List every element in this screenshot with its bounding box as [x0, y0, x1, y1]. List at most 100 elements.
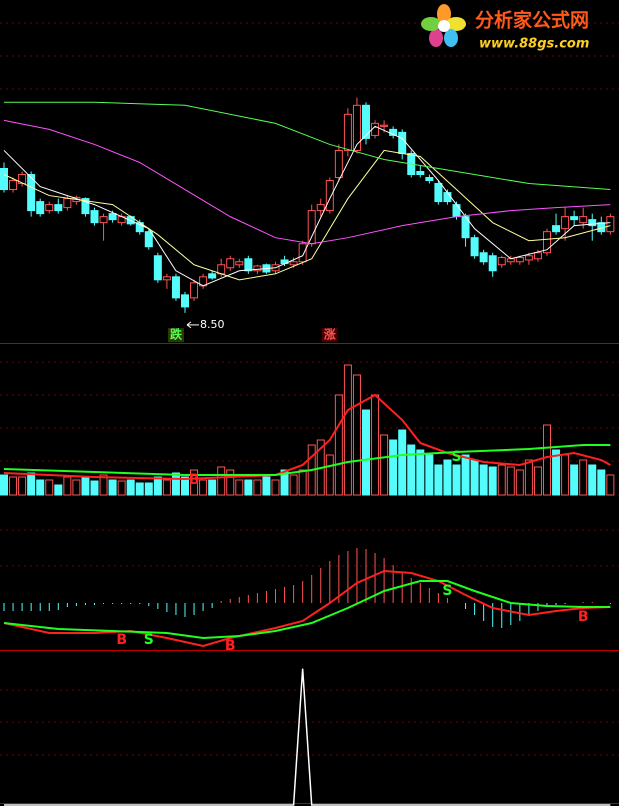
marker-label: 跌 [170, 327, 183, 342]
candle-body [54, 204, 63, 212]
candle-body [561, 216, 570, 230]
candle-body [63, 198, 72, 209]
volume-bar [199, 479, 208, 496]
candle-body [434, 183, 443, 203]
candle-body [226, 258, 235, 269]
candle-body [307, 210, 316, 245]
volume-bar [416, 449, 425, 496]
volume-bar [99, 474, 108, 496]
candle-body [99, 216, 108, 224]
volume-bar [280, 469, 289, 496]
candle-body [452, 204, 461, 218]
volume-bar [452, 464, 461, 496]
candle-body [488, 255, 497, 272]
marker-label: 涨 [324, 327, 336, 342]
volume-bar [36, 479, 45, 496]
volume-bar [552, 449, 561, 496]
volume-bar [371, 394, 380, 496]
candle-body [470, 237, 479, 257]
candle-body [425, 177, 434, 182]
petal [429, 29, 443, 47]
volume-bar [208, 479, 217, 496]
marker-label: B [116, 632, 127, 648]
marker-label: S [451, 449, 461, 465]
volume-bar [488, 466, 497, 496]
volume-bar [0, 474, 8, 496]
candle-body [289, 261, 298, 266]
volume-bar [543, 424, 551, 496]
candle-body [362, 104, 370, 139]
candle-body [9, 180, 18, 191]
candle-body [171, 276, 180, 299]
marker-label: S [442, 583, 452, 599]
candle-body [90, 210, 99, 224]
candle-body [334, 149, 343, 179]
candle-body [579, 216, 588, 224]
volume-bar [362, 409, 370, 496]
volume-bar [497, 464, 506, 496]
candle-body [443, 192, 452, 203]
candle-body [244, 258, 253, 272]
marker-bg [321, 328, 338, 343]
volume-bar [479, 464, 488, 496]
volume-bar [90, 480, 99, 496]
flower-center [438, 20, 450, 32]
candle-body [0, 167, 8, 191]
annotation-arrowhead [186, 321, 192, 329]
candle-body [217, 264, 226, 275]
candle-body [479, 252, 488, 263]
petal [421, 17, 441, 31]
volume-bar [81, 476, 90, 496]
volume-bar [425, 454, 434, 496]
candle-body [235, 261, 244, 266]
volume-bar [271, 479, 280, 496]
volume-bar [54, 484, 63, 496]
candle-body [45, 204, 54, 212]
candle-body [144, 231, 153, 248]
average-line [3, 119, 611, 245]
candle-body [343, 113, 352, 151]
volume-bar [334, 394, 343, 496]
average-line [3, 149, 611, 281]
volume-bar [461, 454, 470, 496]
average-line [3, 444, 611, 476]
volume-bar [524, 459, 533, 496]
marker-label: B [578, 609, 589, 625]
marker-bg [167, 328, 184, 343]
volume-bar [443, 459, 452, 496]
candle-body [398, 131, 407, 154]
candle-body [181, 294, 189, 308]
volume-bar [135, 482, 144, 496]
volume-bar [9, 476, 18, 496]
logo-url: www.88gs.com [479, 37, 589, 52]
grid [0, 22, 619, 804]
candle-body [36, 201, 45, 215]
volume-bar [398, 429, 407, 496]
volume-bar [45, 479, 54, 496]
volume-bar [27, 472, 36, 496]
candle-body [298, 243, 307, 263]
volume-bar [226, 469, 235, 496]
candle-body [153, 255, 162, 281]
average-line [3, 580, 611, 640]
volume-bar [470, 459, 479, 496]
volume-bar [606, 474, 615, 496]
volume-bar [343, 364, 352, 496]
candle-body [108, 213, 117, 221]
candle-body [533, 252, 542, 260]
volume-bar [434, 464, 443, 496]
petal [446, 17, 466, 31]
volume-bar [126, 479, 135, 496]
volume-bar [570, 464, 579, 496]
candle-body [497, 257, 506, 266]
signal-line [4, 668, 611, 806]
candle-body [543, 231, 551, 254]
volume-bar [117, 480, 126, 496]
candle-body [416, 171, 425, 176]
average-line [3, 393, 611, 481]
annotation-label: 8.50 [200, 318, 225, 331]
petal [437, 4, 451, 24]
volume-bar [253, 479, 262, 496]
candle-body [18, 174, 27, 185]
